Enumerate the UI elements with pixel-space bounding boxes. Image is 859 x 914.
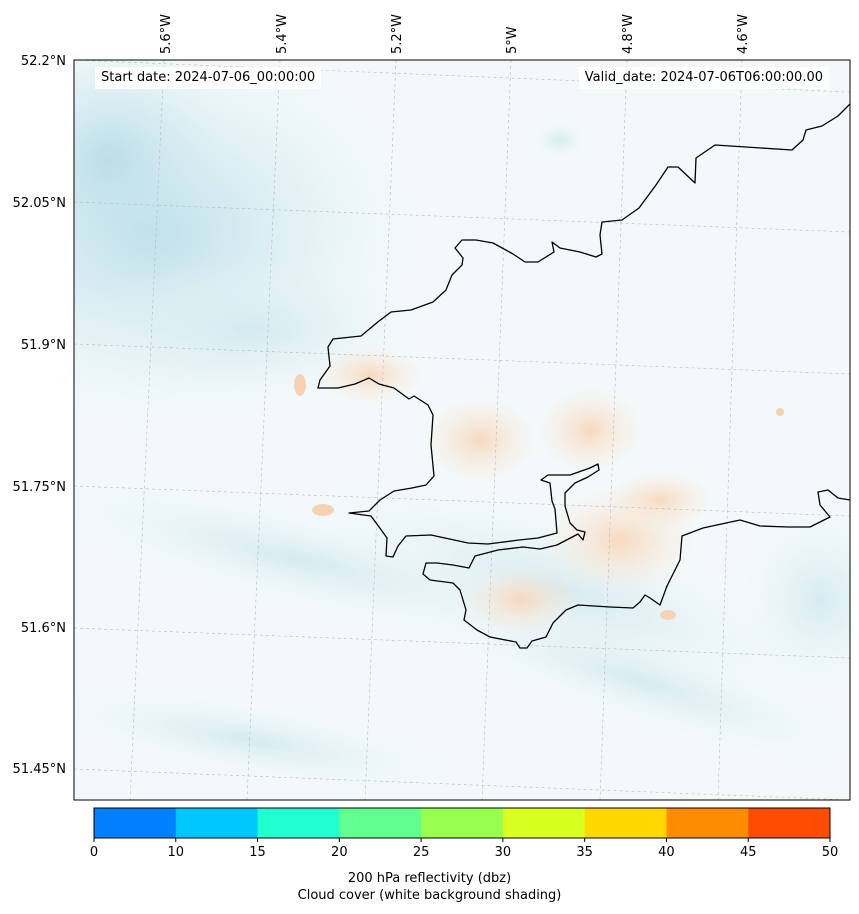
colorbar-tick-label: 40	[658, 845, 675, 860]
colorbar-frame	[93, 807, 831, 839]
lat-label: 51.6°N	[21, 621, 66, 636]
colorbar-tick-label: 10	[167, 845, 185, 860]
colorbar-tick-label: 50	[821, 845, 839, 860]
colorbar-tick-label: 45	[739, 845, 757, 860]
colorbar	[93, 807, 831, 842]
colorbar-tick-label: 0	[89, 845, 99, 860]
lat-label: 52.2°N	[21, 54, 66, 69]
lon-label: 5.2°W	[390, 14, 405, 54]
colorbar-tick-label: 15	[249, 845, 266, 860]
map-area	[74, 60, 850, 800]
coastline	[317, 103, 850, 649]
colorbar-label: 200 hPa reflectivity (dbz)	[347, 871, 512, 886]
lon-label: 5.4°W	[275, 14, 290, 54]
colorbar-segment	[584, 808, 667, 838]
lat-label: 51.9°N	[21, 338, 66, 353]
north-coast	[317, 103, 850, 649]
latitude-labels: 52.2°N 52.05°N 51.9°N 51.75°N 51.6°N 51.…	[13, 54, 66, 777]
colorbar-tick-label: 30	[494, 845, 512, 860]
start-date-label: Start date: 2024-07-06_00:00:00	[95, 67, 322, 89]
colorbar-segment	[502, 808, 586, 838]
lat-label: 52.05°N	[13, 196, 66, 211]
colorbar-tick-label: 25	[412, 845, 430, 860]
colorbar-tick-label: 35	[576, 845, 593, 860]
lon-label: 4.8°W	[621, 14, 636, 54]
colorbar-segment	[94, 808, 177, 838]
lon-label: 4.6°W	[736, 14, 751, 54]
longitude-labels: 5.6°W 5.4°W 5.2°W 5°W 4.8°W 4.6°W	[159, 14, 751, 54]
colorbar-segment	[748, 808, 831, 838]
colorbar-segment	[257, 808, 340, 838]
colorbar-tick-label: 20	[331, 845, 348, 860]
colorbar-sublabel: Cloud cover (white background shading)	[297, 888, 562, 903]
colorbar-segment	[175, 808, 259, 838]
lat-label: 51.75°N	[13, 480, 66, 495]
lon-label: 5°W	[505, 26, 520, 54]
colorbar-segment	[339, 808, 422, 838]
map-frame	[73, 59, 851, 801]
colorbar-segment	[421, 808, 504, 838]
lat-label: 51.45°N	[13, 762, 66, 777]
lon-label: 5.6°W	[159, 14, 174, 54]
valid-date-label: Valid_date: 2024-07-06T06:00:00.00	[578, 67, 829, 89]
colorbar-segment	[666, 808, 749, 838]
reflectivity-shading	[294, 345, 784, 635]
